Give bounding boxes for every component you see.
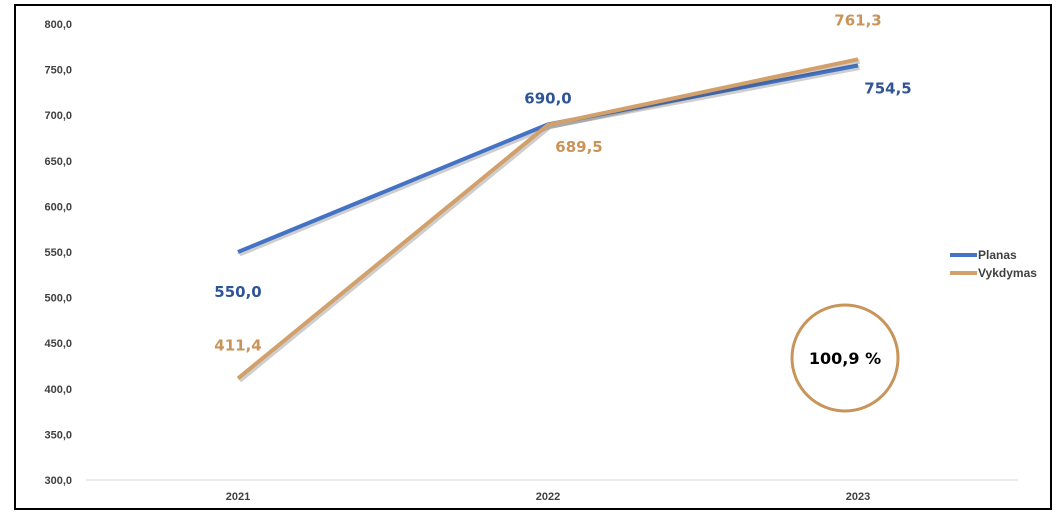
series-lines: [236, 57, 861, 383]
y-tick-label: 350,0: [44, 429, 72, 441]
legend: Planas Vykdymas: [950, 248, 1037, 280]
data-label: 411,4: [214, 336, 261, 354]
data-label: 754,5: [864, 79, 911, 97]
x-tick-label: 2023: [846, 491, 870, 503]
y-tick-label: 550,0: [44, 247, 72, 259]
y-tick-label: 650,0: [44, 156, 72, 168]
x-tick-label: 2022: [536, 491, 560, 503]
y-tick-label: 600,0: [44, 201, 72, 213]
badge-circle: [790, 303, 900, 413]
data-label: 690,0: [524, 89, 571, 107]
legend-label: Planas: [978, 248, 1017, 262]
series-line-vykdymas: [236, 57, 859, 380]
percentage-badge: 100,9 %: [790, 303, 900, 413]
y-tick-label: 700,0: [44, 110, 72, 122]
chart-frame: [14, 4, 1052, 510]
y-tick-label: 500,0: [44, 293, 72, 305]
y-axis: 800,0 750,0 700,0 650,0 600,0 550,0 500,0 450,0…: [44, 19, 72, 487]
y-tick-label: 450,0: [44, 338, 72, 350]
data-label: 761,3: [834, 11, 881, 29]
y-tick-label: 400,0: [44, 384, 72, 396]
series-line-shadow: [237, 58, 861, 383]
data-label: 550,0: [214, 283, 261, 301]
x-axis: 2021 2022 2023: [226, 491, 870, 503]
y-tick-label: 300,0: [44, 475, 72, 487]
badge-text: 100,9 %: [809, 349, 881, 368]
x-tick-label: 2021: [226, 491, 250, 503]
legend-label: Vykdymas: [978, 266, 1037, 280]
y-tick-label: 750,0: [44, 65, 72, 77]
data-labels: 550,0 690,0 754,5 411,4 689,5 761,3: [214, 11, 911, 354]
data-label: 689,5: [555, 138, 602, 156]
y-tick-label: 800,0: [44, 19, 72, 31]
